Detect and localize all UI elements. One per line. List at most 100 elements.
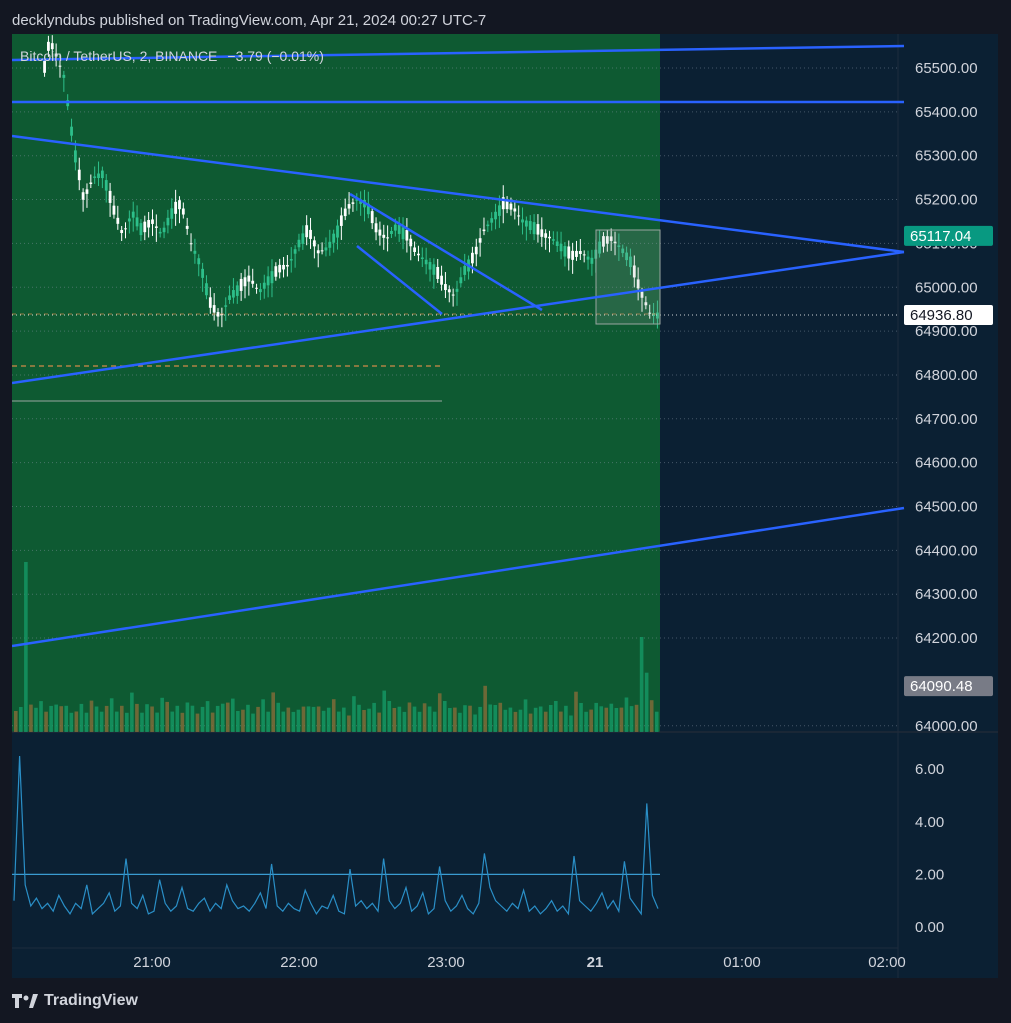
candle-body bbox=[339, 215, 343, 226]
flag-upper-line[interactable] bbox=[349, 192, 543, 312]
time-tick-label: 21 bbox=[587, 954, 604, 971]
candle-body bbox=[586, 256, 590, 260]
oscillator-tick-label: 0.00 bbox=[915, 919, 944, 936]
candle-body bbox=[54, 53, 58, 57]
candle-body bbox=[97, 173, 100, 179]
candle-body bbox=[370, 211, 374, 224]
volume-bar bbox=[548, 705, 553, 732]
candle-body bbox=[382, 234, 386, 238]
candle-body bbox=[613, 241, 617, 244]
candle-body bbox=[151, 219, 154, 224]
oscillator-axis[interactable]: 6.00 4.00 2.00 0.00 bbox=[915, 761, 944, 936]
price-tick-label: 65000.00 bbox=[915, 279, 978, 296]
chart-frame[interactable]: Bitcoin / TetherUS, 2, BINANCE −3.79 (−0.… bbox=[12, 34, 998, 978]
candle-body bbox=[444, 284, 447, 291]
candle-body bbox=[528, 221, 532, 231]
candle-body bbox=[158, 231, 162, 234]
candle-body bbox=[309, 229, 312, 239]
drawing-rectangle[interactable] bbox=[595, 229, 661, 325]
candle-body bbox=[440, 275, 443, 285]
candle-body bbox=[490, 218, 494, 223]
volume-bar bbox=[432, 711, 437, 732]
candle-body bbox=[124, 228, 127, 230]
candle-body bbox=[216, 312, 220, 317]
trend-lines[interactable] bbox=[12, 44, 905, 648]
volume-bar bbox=[442, 701, 447, 732]
candle-body bbox=[58, 65, 62, 67]
volume-bar bbox=[594, 702, 598, 732]
volume-bar bbox=[342, 707, 346, 732]
candle-body bbox=[505, 200, 509, 210]
flag-lower-line[interactable] bbox=[356, 245, 443, 315]
volume-bar bbox=[215, 705, 220, 732]
volume-bar bbox=[175, 705, 180, 732]
price-tick-label: 64800.00 bbox=[915, 367, 978, 384]
candle-body bbox=[482, 229, 486, 232]
volume-bar bbox=[417, 711, 422, 732]
price-label-text: 64936.80 bbox=[910, 307, 973, 324]
volume-bar bbox=[165, 701, 170, 732]
candle-body bbox=[239, 278, 243, 291]
candle-body bbox=[609, 236, 613, 241]
volume-bar bbox=[614, 708, 619, 732]
volume-bar bbox=[528, 713, 533, 732]
candle-body bbox=[301, 233, 305, 244]
volume-bar bbox=[463, 705, 467, 732]
candle-body bbox=[374, 223, 378, 233]
candle-body bbox=[212, 305, 216, 313]
tradingview-logo-icon bbox=[12, 994, 38, 1008]
candle-body bbox=[154, 226, 158, 228]
candle-body bbox=[116, 217, 120, 224]
candle-body bbox=[131, 211, 135, 218]
price-tick-label: 64500.00 bbox=[915, 499, 978, 516]
candle-body bbox=[197, 258, 201, 265]
volume-bar bbox=[649, 700, 654, 732]
candle-body bbox=[629, 256, 632, 268]
candle-body bbox=[451, 294, 455, 296]
candle-body bbox=[266, 276, 270, 286]
candle-body bbox=[77, 169, 81, 181]
chart-svg[interactable]: Bitcoin / TetherUS, 2, BINANCE −3.79 (−0.… bbox=[12, 34, 998, 978]
oscillator-pane[interactable] bbox=[12, 755, 660, 916]
volume-bar bbox=[236, 711, 240, 732]
chart-legend[interactable]: Bitcoin / TetherUS, 2, BINANCE −3.79 (−0.… bbox=[20, 48, 324, 64]
volume-bar bbox=[44, 711, 48, 732]
trendline-descending[interactable] bbox=[12, 134, 905, 254]
trendline-ascending[interactable] bbox=[12, 250, 905, 385]
candle-body bbox=[324, 247, 328, 251]
volume-bar bbox=[644, 672, 649, 732]
candle-body bbox=[463, 265, 467, 275]
volume-bar bbox=[579, 703, 583, 732]
volume-bar bbox=[382, 690, 387, 732]
candle-body bbox=[652, 313, 655, 317]
highlight-range-box[interactable] bbox=[12, 34, 660, 732]
volume-bar bbox=[377, 712, 381, 732]
trendline-top-resistance[interactable] bbox=[12, 44, 905, 62]
volume-bar bbox=[493, 705, 498, 732]
volume-bar bbox=[362, 710, 366, 732]
oscillator-tick-label: 2.00 bbox=[915, 866, 944, 883]
volume-bar bbox=[483, 685, 487, 732]
candle-body bbox=[598, 241, 602, 254]
volume-bar bbox=[316, 706, 321, 732]
volume-bar bbox=[135, 703, 139, 732]
publisher-header: decklyndubs published on TradingView.com… bbox=[12, 12, 487, 29]
volume-bar bbox=[49, 705, 53, 732]
time-axis[interactable]: 21:00 22:00 23:00 21 01:00 02:00 bbox=[133, 954, 906, 971]
candle-body bbox=[104, 180, 108, 191]
volume-bar bbox=[286, 707, 291, 732]
volume-bar bbox=[352, 696, 356, 732]
price-tick-label: 65200.00 bbox=[915, 192, 978, 209]
legend-change: −3.79 (−0.01%) bbox=[227, 48, 324, 64]
price-tick-label: 65400.00 bbox=[915, 104, 978, 121]
trendline-lower-channel[interactable] bbox=[12, 506, 905, 648]
candle-body bbox=[548, 236, 551, 239]
candle-body bbox=[571, 250, 575, 260]
candle-body bbox=[355, 199, 359, 201]
volume-bar bbox=[584, 711, 588, 732]
volume-bar bbox=[256, 706, 260, 732]
volume-bar bbox=[99, 711, 104, 732]
candle-body bbox=[251, 280, 255, 284]
candle-body bbox=[343, 208, 347, 217]
price-label-text: 64090.48 bbox=[910, 678, 973, 695]
